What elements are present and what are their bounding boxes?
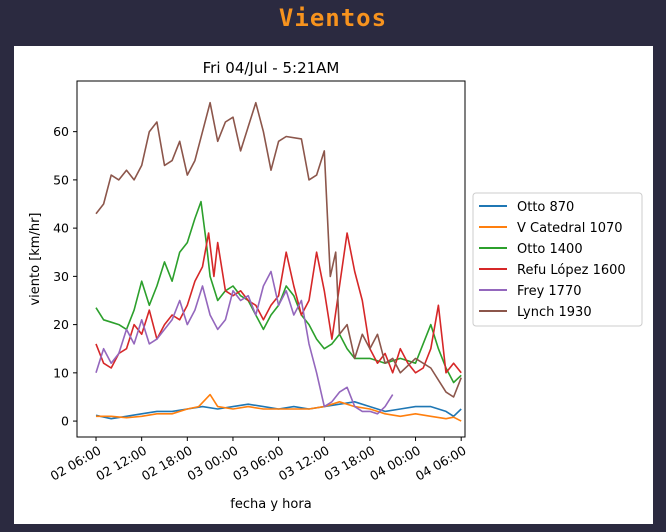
legend-label: Frey 1770 (517, 284, 582, 299)
chart-title: Fri 04/Jul - 5:21AM (203, 59, 340, 77)
x-tick-label: 02 06:00 (48, 443, 104, 484)
series-line-5 (95, 101, 462, 398)
x-axis-label: fecha y hora (230, 497, 311, 512)
x-tick-label: 04 06:00 (413, 443, 469, 484)
y-axis-label: viento [km/hr] (28, 212, 43, 305)
legend-box (472, 192, 643, 327)
x-tick-label: 02 12:00 (93, 443, 149, 484)
plot-frame (76, 80, 466, 438)
series-line-1 (96, 393, 462, 422)
legend-label: V Catedral 1070 (517, 221, 623, 236)
y-tick-label: 20 (53, 317, 69, 332)
y-tick-label: 10 (53, 365, 69, 380)
legend-label: Otto 1400 (517, 242, 583, 257)
chart-panel: Fri 04/Jul - 5:21AM 0 10 20 30 40 50 60 02 06:… (14, 46, 653, 524)
page-title: Vientos (278, 4, 388, 32)
series-line-4 (95, 270, 394, 415)
legend-label: Refu López 1600 (517, 263, 626, 278)
y-tick-label: 60 (53, 124, 69, 139)
x-tick-label: 03 12:00 (276, 443, 332, 484)
legend-label: Otto 870 (517, 200, 574, 215)
x-tick-label: 04 00:00 (367, 443, 423, 484)
x-tick-label: 03 00:00 (185, 443, 241, 484)
series-line-0 (95, 401, 462, 420)
y-tick-label: 50 (53, 172, 69, 187)
x-tick-label: 03 06:00 (230, 443, 286, 484)
y-tick-label: 0 (61, 414, 69, 429)
x-tick-label: 02 18:00 (139, 443, 195, 484)
y-tick-label: 40 (53, 221, 69, 236)
wind-chart: Fri 04/Jul - 5:21AM 0 10 20 30 40 50 60 02 06:… (28, 59, 643, 512)
app-header: Vientos (0, 0, 666, 46)
x-tick-label: 03 18:00 (321, 443, 377, 484)
y-tick-label: 30 (53, 269, 69, 284)
legend: Otto 870 V Catedral 1070 Otto 1400 Refu Lóp… (472, 192, 643, 327)
legend-label: Lynch 1930 (517, 305, 592, 320)
